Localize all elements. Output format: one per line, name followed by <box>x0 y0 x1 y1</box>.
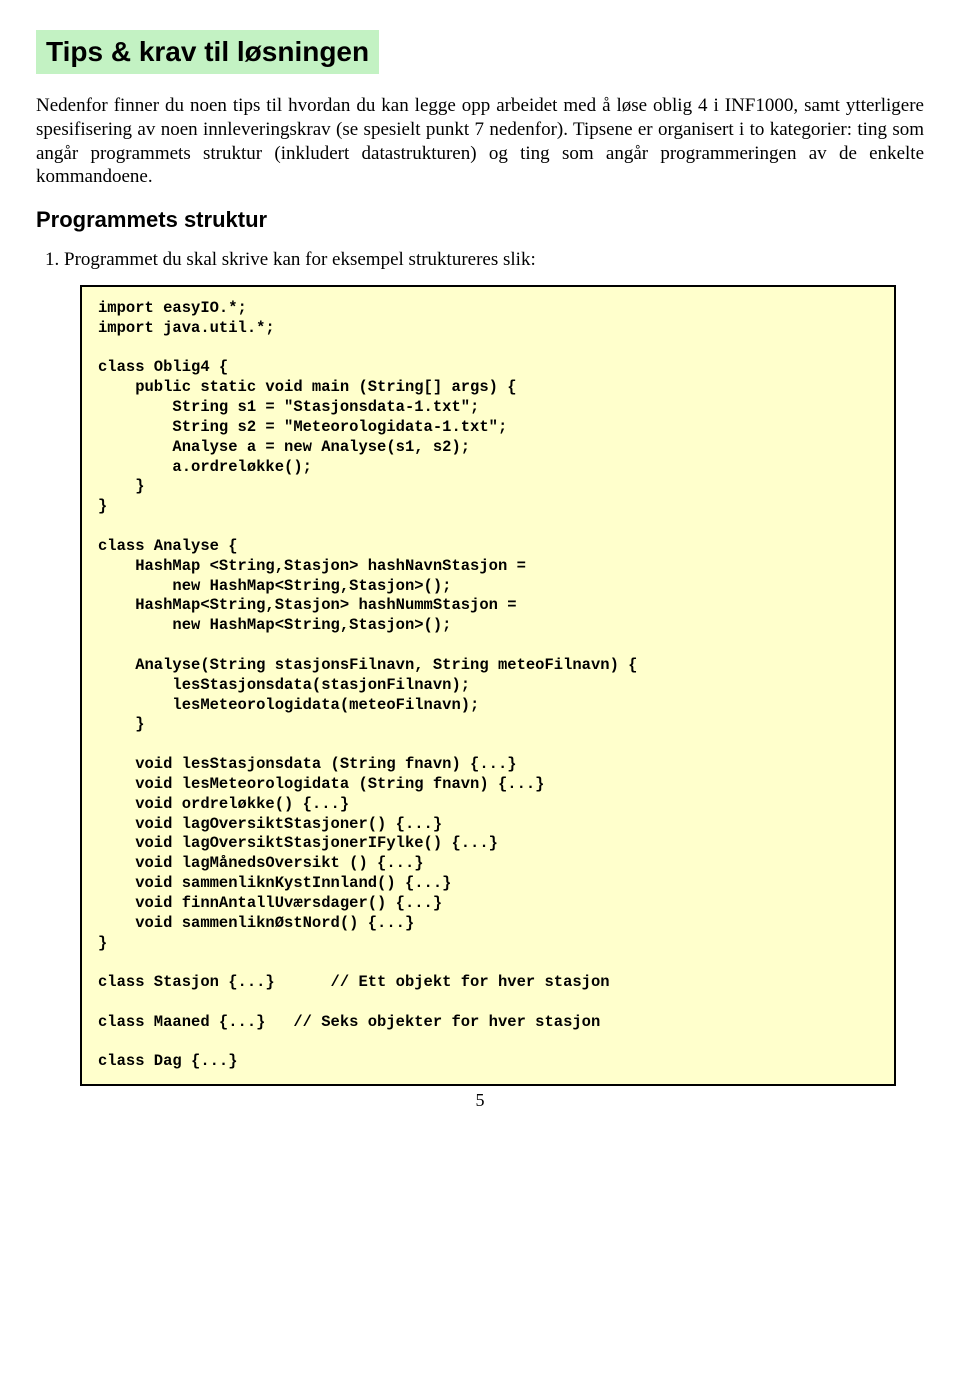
subheading-struktur: Programmets struktur <box>36 207 924 233</box>
code-block: import easyIO.*; import java.util.*; cla… <box>80 285 896 1086</box>
page-number: 5 <box>36 1090 924 1111</box>
page-title: Tips & krav til løsningen <box>36 30 379 74</box>
intro-paragraph: Nedenfor finner du noen tips til hvordan… <box>36 94 924 189</box>
list-item: Programmet du skal skrive kan for eksemp… <box>64 249 924 271</box>
numbered-list: Programmet du skal skrive kan for eksemp… <box>36 249 924 271</box>
